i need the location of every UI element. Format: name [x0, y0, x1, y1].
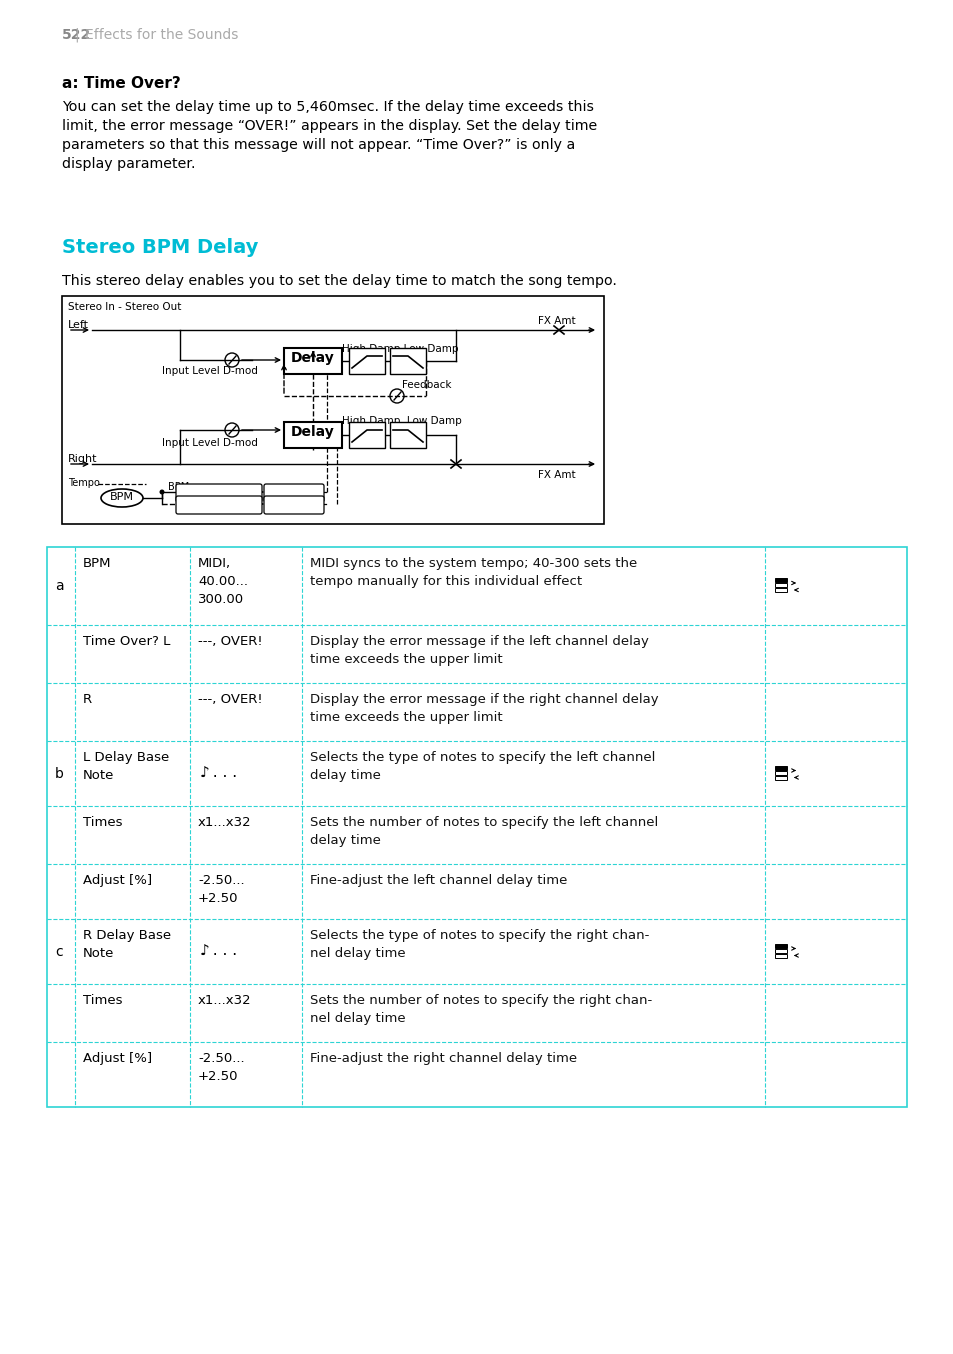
- Text: Adjust [%]: Adjust [%]: [271, 500, 317, 508]
- Text: c: c: [55, 945, 63, 959]
- Text: Times: Times: [83, 816, 122, 829]
- Text: BPM: BPM: [83, 556, 112, 570]
- Text: Sets the number of notes to specify the right chan-
nel delay time: Sets the number of notes to specify the …: [310, 994, 652, 1025]
- Bar: [349, 422, 385, 448]
- Text: a: a: [55, 580, 64, 593]
- Text: High Damp Low Damp: High Damp Low Damp: [341, 344, 458, 353]
- Bar: [774, 578, 786, 582]
- Text: Display the error message if the left channel delay
time exceeds the upper limit: Display the error message if the left ch…: [310, 635, 648, 666]
- Text: Right: Right: [68, 454, 97, 464]
- Text: Fine-adjust the left channel delay time: Fine-adjust the left channel delay time: [310, 873, 567, 887]
- Text: 522: 522: [62, 28, 91, 42]
- Text: -2.50...
+2.50: -2.50... +2.50: [198, 873, 244, 904]
- FancyBboxPatch shape: [264, 496, 324, 515]
- Text: b: b: [55, 766, 64, 780]
- Bar: [774, 770, 786, 774]
- Text: R Delay Base
Note: R Delay Base Note: [83, 929, 171, 960]
- FancyBboxPatch shape: [264, 483, 324, 502]
- Bar: [774, 588, 786, 592]
- Text: FX Amt: FX Amt: [537, 470, 575, 481]
- Bar: [47, 547, 906, 1108]
- Text: ♪ . . .: ♪ . . .: [200, 944, 237, 959]
- Bar: [62, 297, 603, 524]
- Text: ♪ . . .: ♪ . . .: [200, 766, 237, 781]
- Text: display parameter.: display parameter.: [62, 157, 195, 171]
- Text: MIDI,
40.00...
300.00: MIDI, 40.00... 300.00: [198, 556, 248, 607]
- Text: Input Level D-mod: Input Level D-mod: [162, 366, 257, 376]
- Text: R: R: [83, 693, 92, 705]
- Text: limit, the error message “OVER!” appears in the display. Set the delay time: limit, the error message “OVER!” appears…: [62, 119, 597, 133]
- Text: |: |: [74, 28, 78, 42]
- Text: BPM: BPM: [168, 482, 189, 492]
- Bar: [774, 584, 786, 588]
- Text: Base Note x Times: Base Note x Times: [176, 487, 261, 496]
- Text: You can set the delay time up to 5,460msec. If the delay time exceeds this: You can set the delay time up to 5,460ms…: [62, 100, 594, 114]
- Text: This stereo delay enables you to set the delay time to match the song tempo.: This stereo delay enables you to set the…: [62, 274, 617, 288]
- Text: Display the error message if the right channel delay
time exceeds the upper limi: Display the error message if the right c…: [310, 693, 658, 724]
- Bar: [774, 765, 786, 769]
- Text: Adjust [%]: Adjust [%]: [271, 487, 317, 496]
- Text: Selects the type of notes to specify the right chan-
nel delay time: Selects the type of notes to specify the…: [310, 929, 649, 960]
- FancyBboxPatch shape: [175, 483, 262, 502]
- Text: Effects for the Sounds: Effects for the Sounds: [85, 28, 238, 42]
- Text: Selects the type of notes to specify the left channel
delay time: Selects the type of notes to specify the…: [310, 751, 655, 783]
- Bar: [774, 776, 786, 780]
- Text: Tempo: Tempo: [68, 478, 100, 487]
- Text: Base Note x Times: Base Note x Times: [176, 500, 261, 508]
- Text: L Delay Base
Note: L Delay Base Note: [83, 751, 169, 783]
- Bar: [774, 953, 786, 957]
- Bar: [284, 348, 341, 374]
- Text: -2.50...
+2.50: -2.50... +2.50: [198, 1052, 244, 1083]
- Text: Input Level D-mod: Input Level D-mod: [162, 437, 257, 448]
- Text: High Damp  Low Damp: High Damp Low Damp: [341, 416, 461, 427]
- Text: Adjust [%]: Adjust [%]: [83, 1052, 152, 1066]
- Text: parameters so that this message will not appear. “Time Over?” is only a: parameters so that this message will not…: [62, 138, 575, 152]
- Text: MIDI syncs to the system tempo; 40-300 sets the
tempo manually for this individu: MIDI syncs to the system tempo; 40-300 s…: [310, 556, 637, 588]
- Bar: [284, 422, 341, 448]
- Text: FX Amt: FX Amt: [537, 315, 575, 326]
- Bar: [349, 348, 385, 374]
- Circle shape: [159, 490, 164, 494]
- Text: Left: Left: [68, 320, 89, 330]
- Text: Adjust [%]: Adjust [%]: [83, 873, 152, 887]
- Bar: [774, 944, 786, 948]
- Text: Sets the number of notes to specify the left channel
delay time: Sets the number of notes to specify the …: [310, 816, 658, 848]
- Text: x1...x32: x1...x32: [198, 994, 252, 1007]
- Bar: [390, 348, 426, 374]
- FancyBboxPatch shape: [175, 496, 262, 515]
- Text: BPM: BPM: [110, 492, 133, 502]
- Text: a: Time Over?: a: Time Over?: [62, 76, 180, 91]
- Text: Stereo In - Stereo Out: Stereo In - Stereo Out: [68, 302, 181, 311]
- Text: x1...x32: x1...x32: [198, 816, 252, 829]
- Text: Time Over? L: Time Over? L: [83, 635, 171, 649]
- Text: Feedback: Feedback: [401, 380, 451, 390]
- Text: Stereo BPM Delay: Stereo BPM Delay: [62, 238, 258, 257]
- Text: ---, OVER!: ---, OVER!: [198, 693, 262, 705]
- Text: Times: Times: [83, 994, 122, 1007]
- Text: ---, OVER!: ---, OVER!: [198, 635, 262, 649]
- Bar: [390, 422, 426, 448]
- Text: Delay: Delay: [291, 351, 335, 366]
- Text: Delay: Delay: [291, 425, 335, 439]
- Text: Fine-adjust the right channel delay time: Fine-adjust the right channel delay time: [310, 1052, 577, 1066]
- Bar: [774, 949, 786, 952]
